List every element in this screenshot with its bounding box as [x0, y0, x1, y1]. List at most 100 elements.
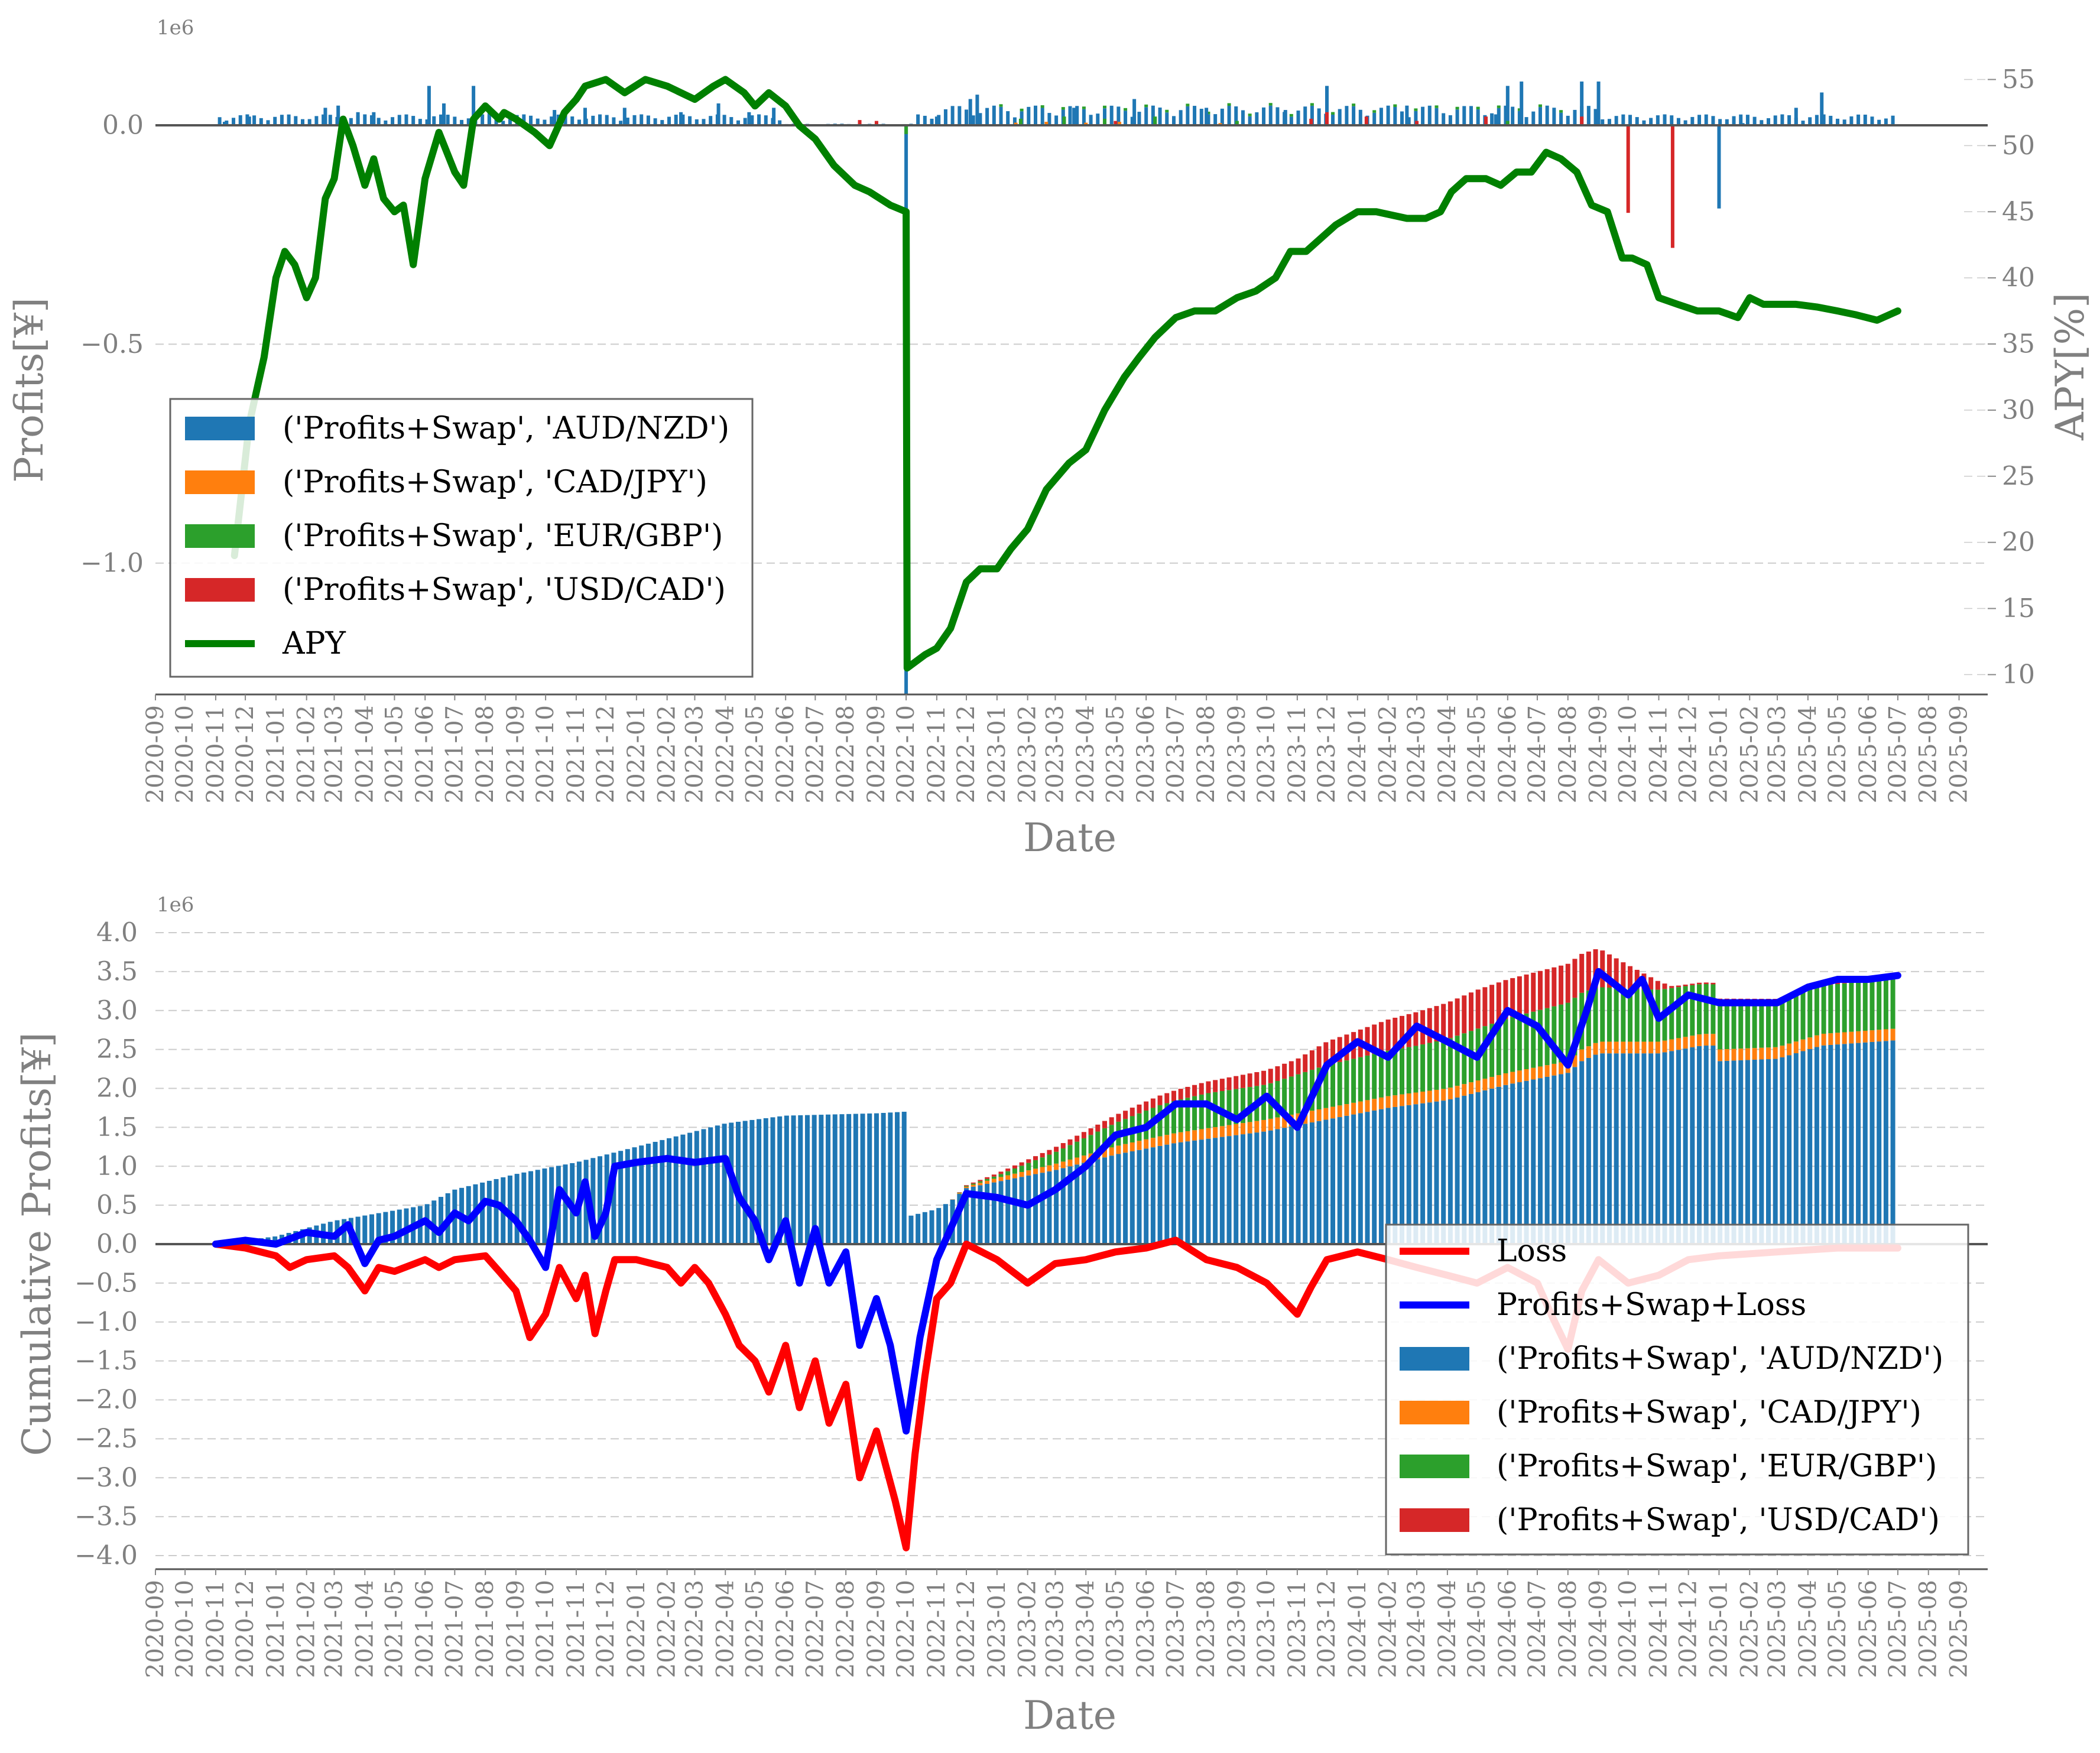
- bar-aud-nzd: [632, 1147, 637, 1244]
- bar-cad-jpy: [1544, 1065, 1550, 1077]
- bar-aud-nzd: [1075, 106, 1079, 125]
- bar-aud-nzd: [1862, 1042, 1868, 1244]
- bar-aud-nzd: [1690, 1047, 1695, 1244]
- bar-eur-gbp: [1600, 987, 1605, 1042]
- x-tick-label: 2022-11: [923, 1580, 950, 1678]
- y2-tick-label: 45: [2002, 197, 2035, 227]
- bar-aud-nzd: [528, 1171, 534, 1244]
- bar-eur-gbp: [1724, 1000, 1729, 1050]
- bar-eur-gbp: [1517, 108, 1521, 111]
- y-tick-label: 1.5: [96, 1112, 138, 1142]
- bar-profitsswapusdcad: [1114, 121, 1118, 125]
- x-tick-label: 2023-05: [1102, 1580, 1129, 1678]
- x-tick-label: 2022-06: [772, 1580, 799, 1678]
- y-tick-label: 3.5: [96, 956, 138, 986]
- bar-aud-nzd: [1489, 1088, 1495, 1244]
- bar-aud-nzd: [625, 118, 629, 125]
- bar-aud-nzd: [1849, 116, 1854, 125]
- y-tick-label: 0.0: [96, 1229, 138, 1259]
- bar-aud-nzd: [1511, 106, 1515, 125]
- bar-aud-nzd: [1005, 1179, 1011, 1244]
- bar-aud-nzd: [535, 118, 540, 125]
- legend-label: ('Profits+Swap', 'EUR/GBP'): [283, 518, 723, 554]
- bar-usd-cad: [1434, 1006, 1439, 1042]
- bar-eur-gbp: [1434, 1041, 1439, 1090]
- bar-aud-nzd: [1869, 1041, 1875, 1244]
- bar-cad-jpy: [1793, 1041, 1799, 1053]
- y2-tick-label: 15: [2002, 593, 2035, 624]
- bar-aud-nzd: [384, 120, 388, 125]
- bar-aud-nzd: [1186, 106, 1190, 125]
- bar-eur-gbp: [971, 1183, 976, 1185]
- bar-aud-nzd: [1248, 116, 1252, 125]
- bar-cad-jpy: [1240, 1123, 1245, 1135]
- bar-aud-nzd: [1552, 108, 1556, 125]
- bar-profitsswapusdcad: [1670, 125, 1674, 248]
- bar-usd-cad: [1296, 1058, 1301, 1074]
- bar-aud-nzd: [397, 1209, 402, 1244]
- bar-aud-nzd: [736, 120, 740, 125]
- bar-eur-gbp: [1331, 112, 1335, 115]
- bar-eur-gbp: [1842, 983, 1847, 1033]
- bar-aud-nzd: [922, 1212, 927, 1244]
- bar-aud-nzd: [480, 1182, 485, 1244]
- bar-aud-nzd: [1566, 115, 1570, 125]
- top-legend: ('Profits+Swap', 'AUD/NZD') ('Profits+Swa…: [169, 398, 754, 678]
- bar-aud-nzd: [874, 1113, 879, 1244]
- legend-label: Loss: [1497, 1233, 1567, 1269]
- bar-aud-nzd: [764, 115, 768, 125]
- bar-aud-nzd: [1821, 1045, 1826, 1244]
- x-tick-label: 2025-09: [1946, 1580, 1973, 1678]
- bar-aud-nzd: [1787, 115, 1791, 125]
- bar-eur-gbp: [1869, 980, 1875, 1031]
- bar-aud-nzd: [1226, 1136, 1232, 1244]
- x-tick-label: 2021-01: [262, 1580, 290, 1678]
- bar-cad-jpy: [1102, 1149, 1107, 1158]
- bar-usd-cad: [1510, 978, 1515, 1017]
- x-tick-label: 2024-06: [1494, 705, 1521, 803]
- bar-aud-nzd: [1724, 1060, 1729, 1244]
- bar-eur-gbp: [1033, 1160, 1038, 1169]
- bar-cad-jpy: [1883, 1029, 1888, 1041]
- bar-eur-gbp: [1745, 1000, 1750, 1048]
- bar-aud-nzd: [1026, 1175, 1031, 1244]
- top-x-axis-label: Date: [1023, 815, 1116, 861]
- bar-cad-jpy: [1199, 1129, 1204, 1140]
- bar-eur-gbp: [1531, 1011, 1536, 1068]
- bar-cad-jpy: [1510, 1072, 1515, 1084]
- bar-eur-gbp: [1773, 1000, 1778, 1047]
- bar-aud-nzd: [1413, 1104, 1419, 1244]
- bar-cad-jpy: [1787, 1043, 1792, 1056]
- bar-aud-nzd: [757, 1119, 762, 1244]
- bar-profitsswapaudnzd: [1580, 81, 1584, 125]
- bar-cad-jpy: [1710, 1034, 1716, 1046]
- bar-profitsswapusdcad: [858, 120, 862, 125]
- bar-aud-nzd: [1544, 1076, 1550, 1244]
- bar-cad-jpy: [1054, 1163, 1059, 1170]
- bar-aud-nzd: [1745, 1060, 1750, 1244]
- bar-aud-nzd: [701, 1129, 706, 1244]
- bar-usd-cad: [1254, 1072, 1260, 1086]
- bar-aud-nzd: [1275, 1129, 1280, 1244]
- bar-usd-cad: [1489, 985, 1495, 1024]
- x-tick-label: 2024-11: [1645, 705, 1673, 803]
- x-tick-label: 2025-05: [1824, 705, 1851, 803]
- bar-cad-jpy: [1752, 1048, 1757, 1060]
- bar-aud-nzd: [1496, 1086, 1501, 1244]
- bar-aud-nzd: [1219, 1137, 1225, 1244]
- bar-aud-nzd: [770, 1117, 775, 1244]
- legend-label: ('Profits+Swap', 'AUD/NZD'): [283, 411, 729, 446]
- bar-eur-gbp: [1144, 104, 1148, 108]
- bar-cad-jpy: [1234, 1124, 1239, 1135]
- x-tick-label: 2023-07: [1162, 1580, 1189, 1678]
- bar-aud-nzd: [1047, 1171, 1052, 1244]
- bar-cad-jpy: [971, 1184, 976, 1187]
- bar-usd-cad: [1033, 1156, 1038, 1160]
- x-tick-label: 2021-04: [351, 705, 378, 803]
- bar-aud-nzd: [1289, 116, 1293, 125]
- bar-aud-nzd: [349, 118, 353, 125]
- x-tick-label: 2023-02: [1014, 705, 1041, 803]
- bar-aud-nzd: [1358, 109, 1362, 125]
- bar-aud-nzd: [1863, 114, 1867, 125]
- bar-usd-cad: [1164, 1093, 1170, 1103]
